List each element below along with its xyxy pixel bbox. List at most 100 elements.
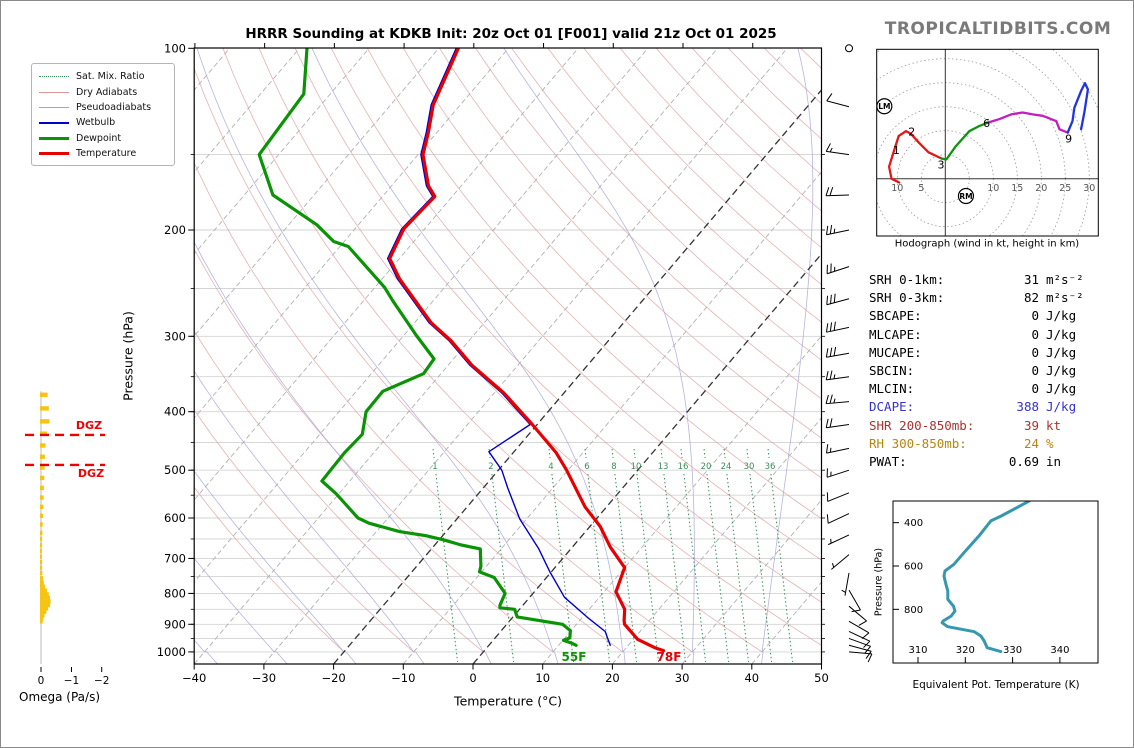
stat-mlcape: MLCAPE: 0 J/kg [869,326,1077,342]
hodograph-plot: 10 5 10 15 20 25 30 12 3 6 9 LM RM [876,48,1099,237]
omega-bar [40,602,51,608]
storm-motion-label: RM [959,192,972,201]
hodo-height-label: 1 [893,144,900,157]
mixing-ratio-lines [432,448,794,663]
wind-barbs [825,44,873,663]
pressure-tick-label: 100 [164,41,186,55]
mixing-ratio-value: 6 [584,462,589,472]
stat-mlcin: MLCIN: 0 J/kg [869,381,1077,397]
storm-motion-LM: LM [876,98,893,115]
omega-bar [40,609,47,614]
brand-logo: TROPICALTIDBITS.COM [884,19,1112,39]
hodograph-trace-0-3km [887,130,943,184]
temp-tick-label: 0 [469,671,476,685]
omega-bar [40,619,43,624]
omega-axis-label: Omega (Pa/s) [19,690,101,704]
mixing-ratio-value: 36 [765,462,776,472]
mixing-ratio-value: 4 [548,462,553,472]
thetae-plot: 310 320 330 340 400 600 800 [892,500,1099,664]
stat-sbcape: SBCAPE: 0 J/kg [869,308,1077,324]
legend-box: Sat. Mix. Ratio Dry Adiabats Pseudoadiab… [31,63,175,167]
omega-bar [40,570,43,576]
mix-ratio-line-icon [39,76,69,78]
dry-adiabat-lines [194,48,822,653]
mixing-ratio-value: 24 [721,462,732,472]
stat-rh: RH 300-850mb: 24% [869,435,1054,451]
hodo-axis-label: 20 [1035,183,1047,194]
omega-bar [40,592,49,597]
wind-barb-icon [825,394,850,405]
wind-barb-icon [825,418,850,429]
hodograph-trace-3-6km [940,120,991,161]
pressure-tick-label: 600 [164,511,186,525]
dewpoint-curve [257,48,578,647]
wind-barb-icon [848,589,861,613]
thetae-pressure-tick: 400 [904,518,923,529]
pseudoadiabat-line-icon [39,106,69,108]
temp-tick-label: −30 [252,671,276,685]
mixing-ratio-value: 16 [678,462,689,472]
temp-tick-label: 30 [675,671,690,685]
wind-barb-icon [826,224,850,236]
wind-barb-icon [831,554,850,570]
hodo-height-label: 2 [908,126,915,139]
stat-mucape: MUCAPE: 0 J/kg [869,344,1077,360]
storm-motion-label: LM [878,102,890,111]
temp-tick-label: −20 [321,671,345,685]
wind-barb-icon [826,321,850,333]
stats-panel: SRH 0-1km: 31 m²s⁻² SRH 0-3km: 82 m²s⁻² SBCA… [867,272,1117,472]
legend-item-wetbulb: Wetbulb [39,115,168,130]
pressure-axis-label: Pressure (hPa) [120,311,136,401]
temp-tick-label: 50 [814,671,829,685]
omega-tick-label: −2 [94,675,109,687]
temp-tick-label: 20 [605,671,620,685]
temp-tick-label: −10 [391,671,415,685]
thetae-pressure-tick: 600 [904,562,923,573]
temp-tick-label: −40 [182,671,206,685]
wind-barb-icon [848,644,872,659]
omega-tick-label: 0 [38,675,45,687]
omega-bar [40,576,44,581]
dry-adiabat-line-icon [39,91,69,93]
stat-shr: SHR 200-850mb: 39 kt [869,417,1062,433]
legend-item-sat-mix-ratio: Sat. Mix. Ratio [39,69,168,84]
omega-bar [40,554,42,559]
omega-bar [40,485,44,491]
thetae-pressure-label: Pressure (hPa) [873,547,885,617]
pressure-tick-label: 1000 [157,645,186,659]
legend-item-pseudoadiabats: Pseudoadiabats [39,100,168,115]
omega-bar [40,606,49,611]
surface-temperature-label: 78F [657,650,682,664]
skewt-frame: −40 −30 −20 −10 0 10 20 30 40 50 100 200 300 400 500 60… [157,41,829,685]
mixing-ratio-value: 8 [611,462,616,472]
pressure-tick-label: 900 [164,617,186,631]
omega-bar [40,530,43,536]
omega-bar [40,522,43,527]
surface-value-labels: 55F 78F [562,650,682,664]
wind-barb-icon [826,93,850,108]
omega-bar [40,580,44,585]
dewpoint-line-icon [39,136,69,140]
wind-barb-icon [825,143,850,156]
hodograph-caption: Hodograph (wind in kt, height in km) [894,238,1080,250]
wind-barb-icon [848,605,867,626]
wind-barb-icon [826,468,850,478]
pressure-tick-label: 700 [164,551,186,565]
hodograph-rings: 10 5 10 15 20 25 30 12 3 6 9 LM RM [876,49,1099,236]
omega-bar [40,584,46,589]
surface-dewpoint-label: 55F [562,650,587,664]
omega-bar [40,392,48,397]
temperature-axis-label: Temperature (°C) [454,693,562,709]
omega-bar [40,599,51,604]
thetae-curve-group [940,501,1031,654]
wind-barb-icon [826,444,850,454]
wind-barb-icon [827,534,850,546]
omega-bar [40,454,45,459]
wind-barb-icon [841,572,850,596]
thetae-tick-label: 340 [1050,645,1069,656]
wind-barb-icon [826,513,850,524]
thetae-tick-label: 310 [908,645,927,656]
omega-bar [40,536,43,542]
